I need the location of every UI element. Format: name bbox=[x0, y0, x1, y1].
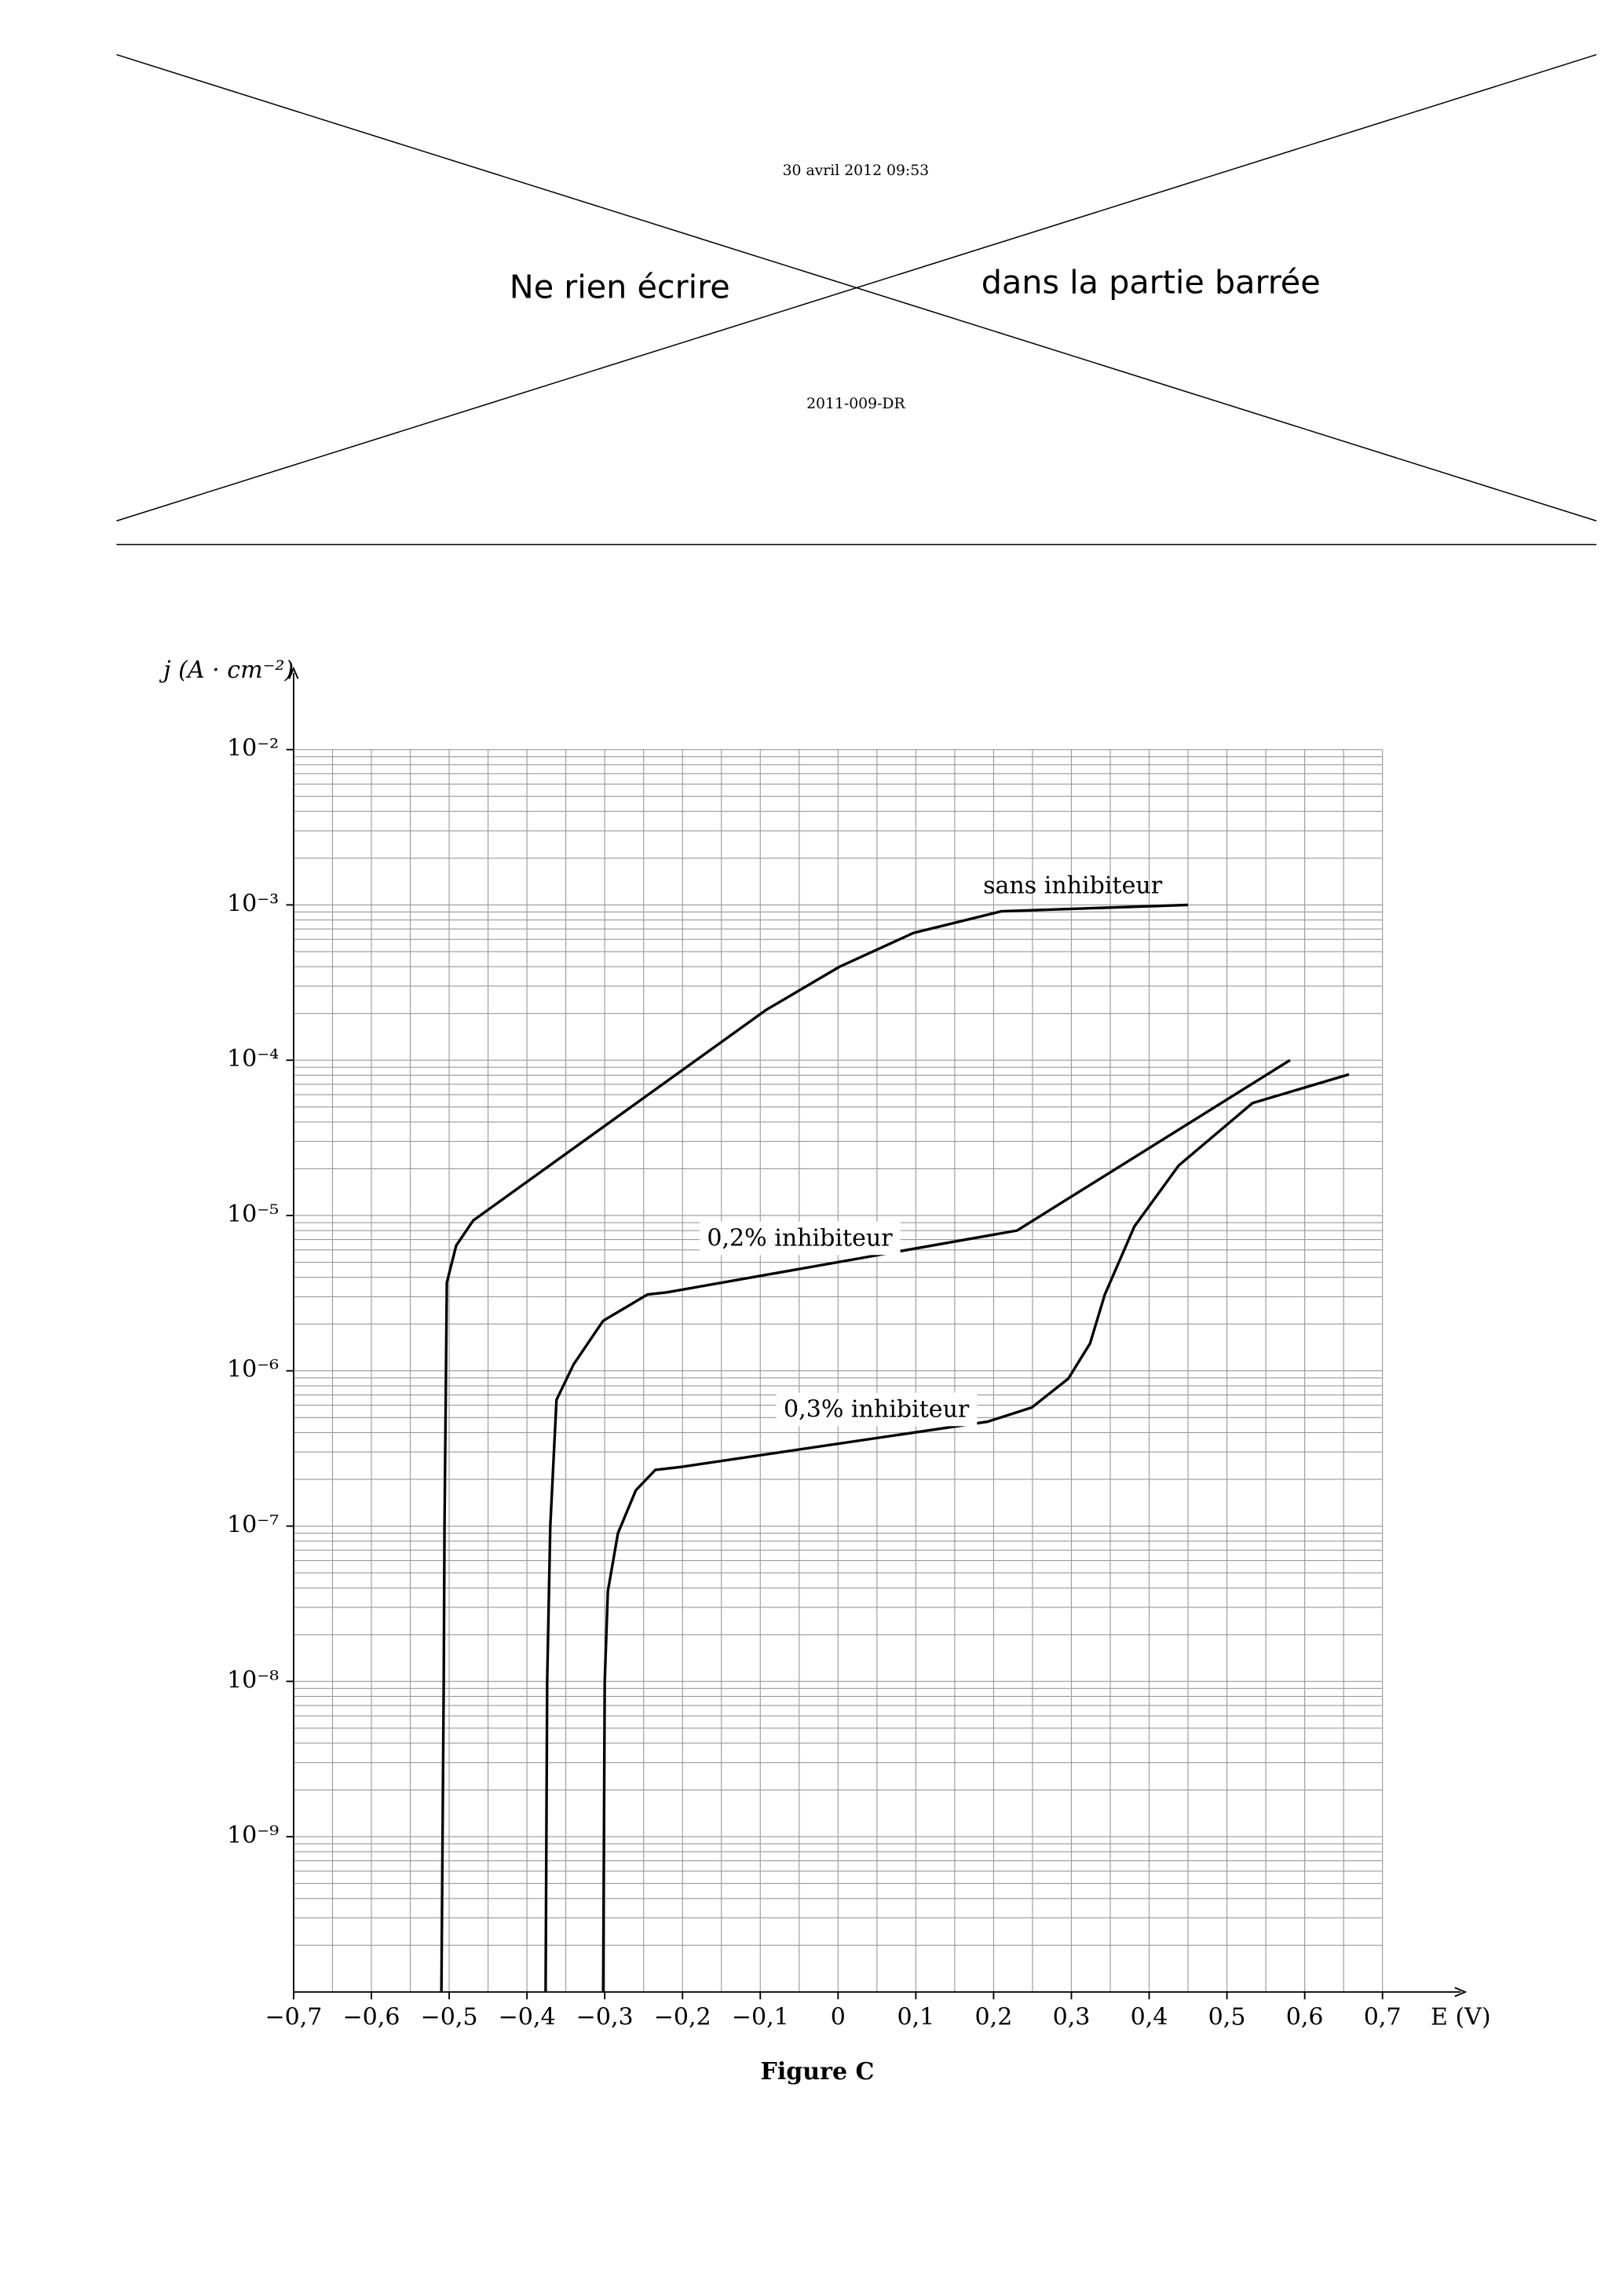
header: 30 avril 2012 09:53 Ne rien écrire dans … bbox=[116, 53, 1597, 546]
grid bbox=[293, 749, 1384, 1992]
x-tick-label: −0,2 bbox=[654, 2004, 711, 2031]
x-tick-label: 0,7 bbox=[1364, 2004, 1402, 2031]
x-tick-label: −0,3 bbox=[576, 2004, 634, 2031]
notice-left: Ne rien écrire bbox=[510, 268, 730, 305]
x-tick-label: −0,1 bbox=[732, 2004, 789, 2031]
curve bbox=[544, 1058, 1291, 1992]
x-arrow bbox=[1454, 1987, 1468, 1998]
cross-line bbox=[116, 53, 1597, 522]
y-arrow bbox=[288, 666, 299, 679]
y-tick-label: 10⁻⁶ bbox=[227, 1356, 279, 1384]
x-tick-label: 0,5 bbox=[1208, 2004, 1246, 2031]
notice-right: dans la partie barrée bbox=[981, 264, 1321, 302]
y-tick-label: 10⁻² bbox=[227, 735, 279, 762]
y-tick-label: 10⁻⁹ bbox=[227, 1822, 279, 1849]
x-tick-label: 0,6 bbox=[1286, 2004, 1324, 2031]
x-axis-label: E (V) bbox=[1431, 2004, 1491, 2031]
label-background bbox=[699, 1221, 901, 1256]
curve bbox=[440, 903, 1189, 1992]
y-tick-label: 10⁻⁸ bbox=[227, 1666, 279, 1694]
y-tick-label: 10⁻⁵ bbox=[227, 1201, 279, 1228]
x-tick-label: 0,4 bbox=[1131, 2004, 1168, 2031]
curve-label: 0,2% inhibiteur bbox=[707, 1225, 893, 1252]
y-tick-label: 10⁻⁷ bbox=[227, 1512, 279, 1539]
chart: j (A · cm⁻²) E (V) Figure C 10⁻² 10⁻³ 10⁻⁴… bbox=[159, 656, 1490, 2086]
curve-label: 0,3% inhibiteur bbox=[784, 1395, 970, 1423]
x-tick-label: 0,2 bbox=[975, 2004, 1013, 2031]
date: 30 avril 2012 09:53 bbox=[783, 163, 930, 179]
curve-label: sans inhibiteur bbox=[983, 872, 1163, 899]
x-tick-label: −0,4 bbox=[499, 2004, 556, 2031]
y-axis-label: j (A · cm⁻²) bbox=[159, 656, 294, 684]
x-tick-label: 0 bbox=[831, 2004, 846, 2031]
x-tick-label: −0,6 bbox=[343, 2004, 400, 2031]
x-tick-label: 0,3 bbox=[1053, 2004, 1091, 2031]
x-tick-label: −0,7 bbox=[265, 2004, 322, 2031]
curve bbox=[601, 1073, 1350, 1992]
x-tick-label: −0,5 bbox=[421, 2004, 478, 2031]
y-tick-label: 10⁻³ bbox=[227, 890, 279, 917]
label-background bbox=[776, 1392, 978, 1427]
y-tick-label: 10⁻⁴ bbox=[227, 1045, 279, 1073]
x-tick-label: 0,1 bbox=[897, 2004, 934, 2031]
doc-code: 2011-009-DR bbox=[806, 396, 905, 412]
figure-caption: Figure C bbox=[761, 2058, 875, 2086]
